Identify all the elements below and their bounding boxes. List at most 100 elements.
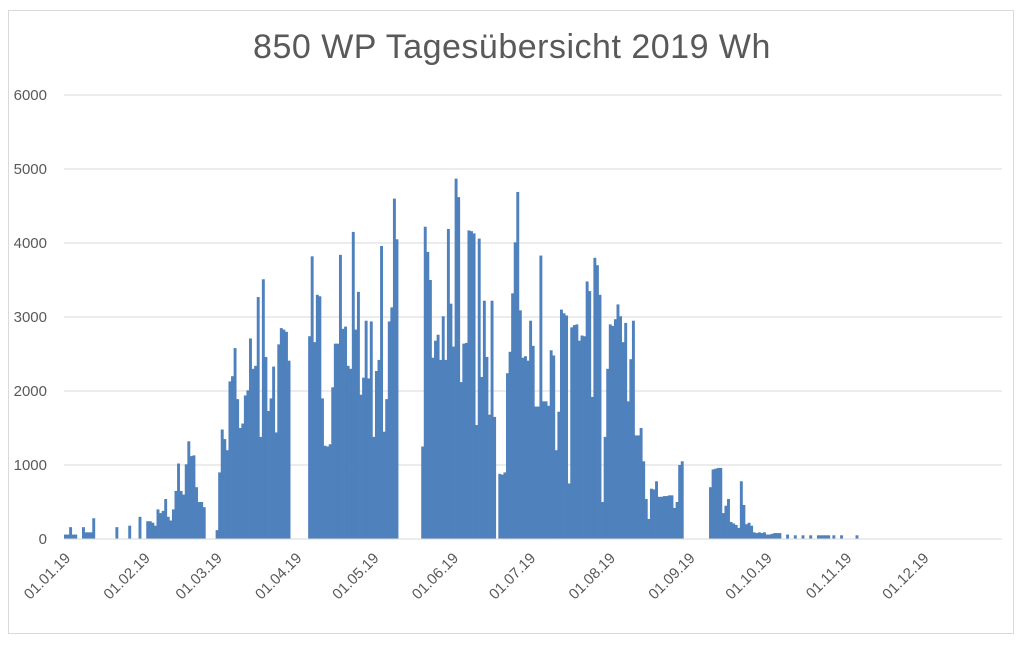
bar	[182, 494, 186, 539]
bar	[822, 535, 826, 539]
bar	[524, 356, 527, 539]
bar	[236, 399, 240, 539]
bar	[662, 496, 666, 539]
bar	[249, 338, 252, 539]
bar	[557, 411, 561, 539]
x-axis-labels: 01.01.19 01.02.19 01.03.19 01.04.19 01.05.19…	[21, 550, 933, 603]
bar	[318, 296, 322, 539]
bar	[421, 446, 425, 539]
x-tick-label: 01.03.19	[172, 550, 225, 603]
bar	[760, 533, 764, 539]
bar	[745, 524, 748, 539]
bar	[148, 521, 152, 539]
bar	[351, 231, 355, 539]
bar	[585, 281, 589, 539]
bar	[657, 496, 661, 539]
bar	[793, 535, 797, 539]
bar	[177, 463, 180, 539]
bar	[554, 450, 558, 539]
bar	[364, 320, 368, 539]
chart-title: 850 WP Tagesübersicht 2019 Wh	[253, 28, 771, 66]
bar	[498, 473, 502, 539]
bar	[583, 336, 587, 539]
bar	[559, 309, 563, 539]
bar	[673, 507, 676, 539]
bar	[518, 310, 522, 539]
bar	[482, 300, 486, 539]
bar	[274, 432, 278, 539]
bar	[513, 242, 517, 539]
bar	[192, 455, 196, 539]
bar	[336, 343, 340, 539]
bar	[282, 329, 286, 539]
bar	[588, 291, 592, 539]
bar	[680, 461, 684, 539]
bar	[146, 521, 150, 539]
bar	[752, 532, 756, 539]
bar	[644, 499, 648, 539]
bar	[328, 444, 332, 539]
bar	[382, 431, 386, 539]
bar	[634, 435, 638, 539]
bar	[166, 516, 170, 539]
bar	[441, 316, 445, 539]
bar	[197, 502, 201, 539]
bar	[315, 294, 319, 539]
bar	[477, 238, 481, 539]
bar	[775, 533, 779, 539]
bar	[171, 509, 175, 539]
bar	[714, 468, 718, 539]
bar	[459, 382, 463, 539]
bar	[395, 239, 399, 540]
bar	[719, 467, 723, 539]
bar	[827, 535, 831, 539]
bar	[667, 495, 671, 539]
bar	[570, 327, 574, 539]
bar	[426, 251, 430, 539]
bar	[66, 534, 70, 539]
bar	[616, 304, 620, 539]
bar	[195, 487, 198, 539]
bar	[156, 509, 160, 539]
bar	[531, 345, 535, 539]
bar	[326, 446, 330, 539]
bar	[521, 357, 525, 539]
bar	[590, 396, 594, 539]
bar	[241, 423, 245, 539]
bar	[452, 346, 455, 539]
bar	[159, 513, 162, 539]
bar	[485, 356, 489, 539]
bar	[598, 294, 602, 539]
bar	[503, 472, 507, 539]
x-tick-label: 01.06.19	[409, 550, 462, 603]
bar	[254, 365, 258, 539]
bar	[665, 496, 669, 539]
bar	[613, 319, 617, 539]
bar	[356, 291, 360, 539]
bar	[732, 523, 736, 539]
bar	[601, 502, 605, 539]
bar	[431, 357, 435, 539]
bar	[267, 410, 270, 539]
bar	[320, 398, 324, 539]
bar	[747, 522, 751, 539]
y-tick-label: 5000	[14, 161, 47, 178]
bar	[138, 516, 142, 539]
bar	[323, 445, 327, 539]
bar	[763, 532, 766, 539]
bar	[259, 436, 263, 539]
bar	[819, 535, 823, 539]
bar	[362, 377, 366, 539]
bar	[606, 368, 610, 539]
bar	[709, 487, 712, 539]
bar	[567, 483, 571, 539]
bar	[218, 472, 222, 539]
bar	[89, 532, 93, 539]
bar	[565, 315, 569, 539]
bar	[313, 342, 317, 539]
bar	[179, 490, 183, 539]
bar	[367, 378, 371, 539]
bar	[344, 326, 348, 539]
bar	[333, 343, 337, 539]
